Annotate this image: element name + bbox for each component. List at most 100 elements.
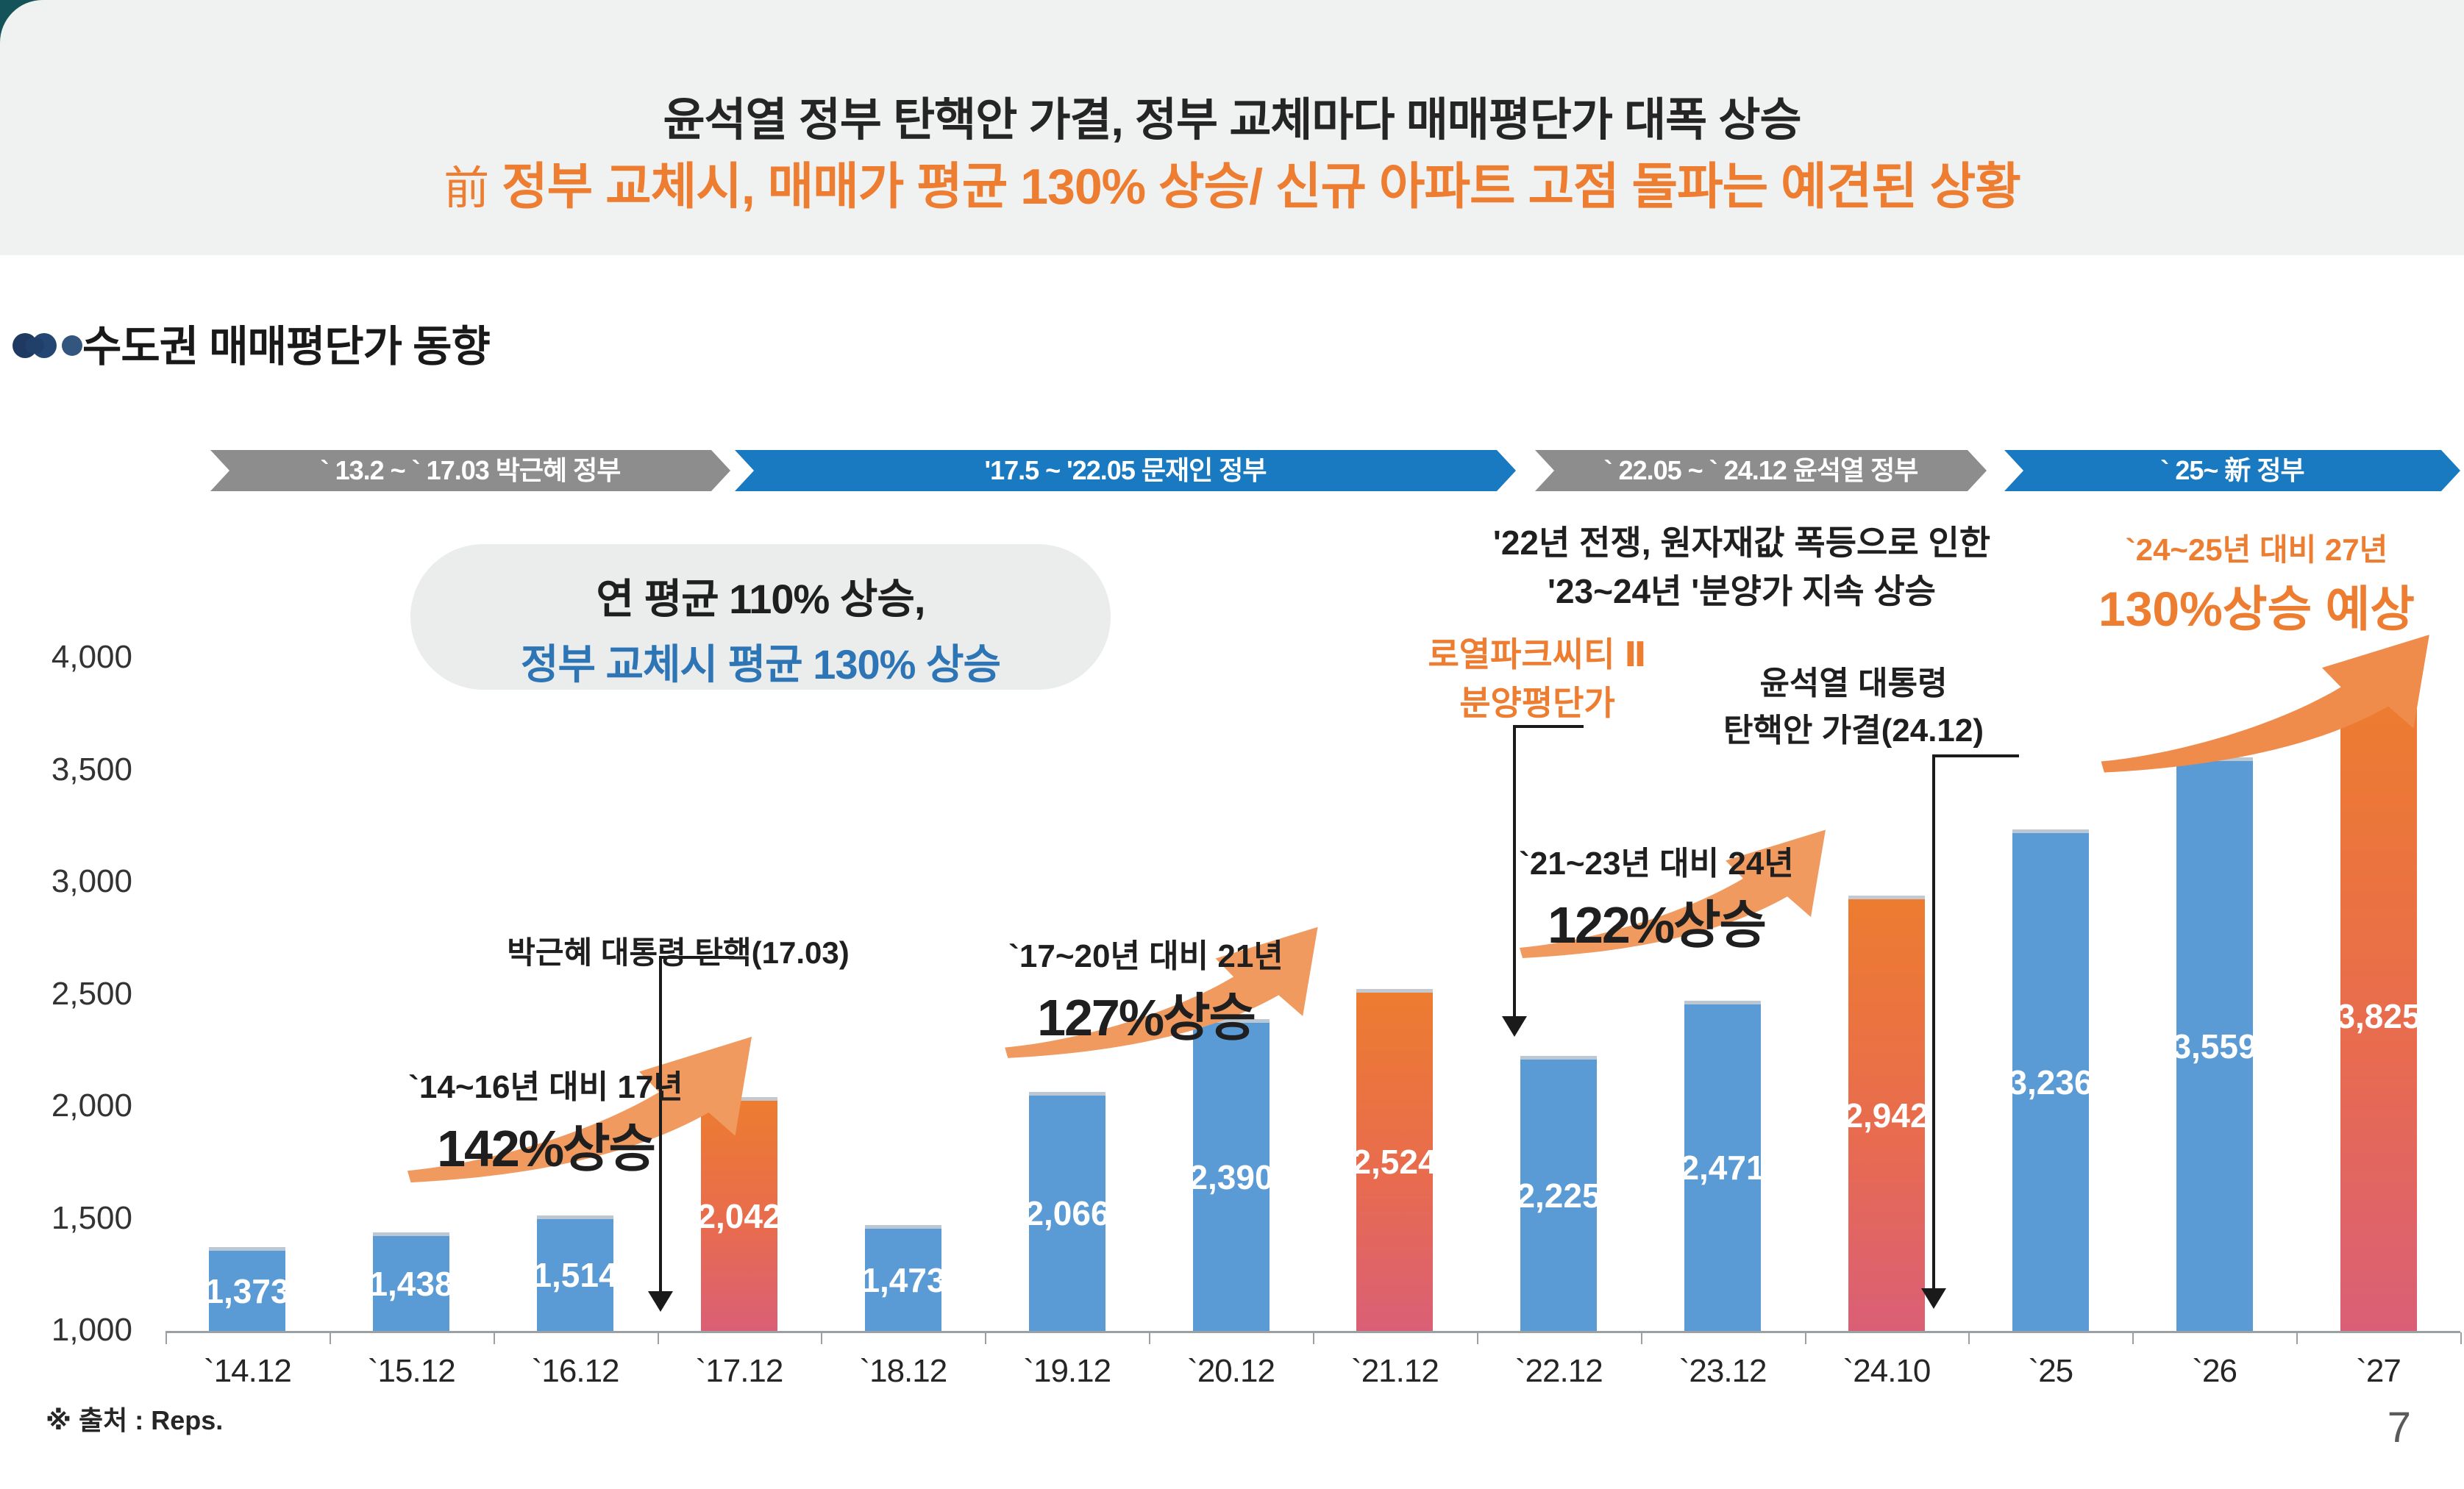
x-axis-label: `25 bbox=[2028, 1353, 2074, 1389]
bar: 2,942 bbox=[1844, 896, 1929, 1331]
y-axis-label: 3,000 bbox=[51, 863, 132, 899]
annotation-rise24: `21~23년 대비 24년 122%상승 bbox=[1519, 837, 1794, 958]
axis-tick bbox=[1641, 1332, 1642, 1344]
x-axis-label: `22.12 bbox=[1514, 1353, 1603, 1389]
annotation-rise21-line1: `17~20년 대비 21년 bbox=[1008, 938, 1283, 974]
axis-tick bbox=[1968, 1332, 1970, 1344]
bar: 2,225 bbox=[1516, 1056, 1601, 1331]
timeline-banner-yoon: ` 22.05 ~ ` 24.12 윤석열 정부 bbox=[1535, 450, 1987, 491]
annotation-war-line2: '23~24년 '분양가 지속 상승 bbox=[1548, 572, 1936, 610]
annotation-rise17-line1: `14~16년 대비 17년 bbox=[408, 1069, 683, 1105]
x-axis-label: `20.12 bbox=[1187, 1353, 1275, 1389]
summary-bubble: 연 평균 110% 상승, 정부 교체시 평균 130% 상승 bbox=[410, 544, 1111, 690]
park-arrow-head bbox=[648, 1291, 673, 1312]
annotation-park-impeach: 박근혜 대통령 탄핵(17.03) bbox=[507, 935, 850, 970]
annotation-yoon-line1: 윤석열 대통령 bbox=[1759, 665, 1948, 701]
slide-subtitle: 前 정부 교체시, 매매가 평균 130% 상승/ 신규 아파트 고점 돌파는 … bbox=[0, 146, 2464, 218]
bar-value-label: 1,514 bbox=[533, 1256, 618, 1294]
axis-tick bbox=[2460, 1332, 2462, 1344]
timeline-banner-new: ` 25~ 新 정부 bbox=[2004, 450, 2460, 491]
bar-value-label: 2,042 bbox=[697, 1196, 782, 1235]
yoon-arrow-line bbox=[1932, 754, 1935, 1290]
royalpark-arrow-head bbox=[1502, 1016, 1527, 1037]
rise-arrow-icon bbox=[407, 1036, 752, 1183]
axis-tick bbox=[2296, 1332, 2298, 1344]
park-arrow-line bbox=[659, 956, 662, 1293]
axis-tick bbox=[985, 1332, 986, 1344]
bar: 2,042 bbox=[697, 1097, 782, 1331]
bar: 1,514 bbox=[533, 1215, 618, 1331]
bar-value-label: 1,438 bbox=[368, 1264, 454, 1303]
y-axis-label: 3,500 bbox=[51, 751, 132, 788]
annotation-war-line1: '22년 전쟁, 원자재값 폭등으로 인한 bbox=[1492, 524, 1991, 562]
bubble-line1: 연 평균 110% 상승, bbox=[596, 576, 926, 622]
x-axis-label: `17.12 bbox=[695, 1353, 784, 1389]
bar: 2,524 bbox=[1352, 989, 1437, 1331]
header-band bbox=[0, 0, 2464, 255]
bar: 2,471 bbox=[1680, 1001, 1765, 1331]
royalpark-arrow-line bbox=[1513, 725, 1584, 728]
annotation-rise21-line2: 127%상승 bbox=[1037, 989, 1256, 1046]
annotation-royalpark-line2: 분양평단가 bbox=[1459, 684, 1615, 722]
bar: 2,390 bbox=[1189, 1019, 1274, 1331]
y-axis-label: 2,500 bbox=[51, 976, 132, 1012]
y-axis-label: 1,500 bbox=[51, 1200, 132, 1236]
x-axis-label: `24.10 bbox=[1842, 1353, 1931, 1389]
x-axis-line bbox=[165, 1331, 2460, 1333]
park-arrow-line bbox=[659, 956, 734, 959]
yoon-arrow-head bbox=[1921, 1288, 1946, 1309]
bar: 1,373 bbox=[204, 1247, 290, 1331]
axis-tick bbox=[165, 1332, 167, 1344]
annotation-rise24-line1: `21~23년 대비 24년 bbox=[1519, 846, 1794, 882]
axis-tick bbox=[1149, 1332, 1150, 1344]
annotation-forecast: `24~25년 대비 27년 130%상승 예상 bbox=[2098, 525, 2415, 640]
x-axis-label: `16.12 bbox=[531, 1353, 620, 1389]
annotation-royalpark-line1: 로열파크씨티 Ⅱ bbox=[1428, 635, 1647, 674]
axis-tick bbox=[330, 1332, 331, 1344]
annotation-rise24-line2: 122%상승 bbox=[1548, 896, 1767, 954]
timeline-banner-moon: '17.5 ~ '22.05 문재인 정부 bbox=[735, 450, 1516, 491]
bar-value-label: 1,373 bbox=[204, 1271, 290, 1310]
x-axis-label: `26 bbox=[2192, 1353, 2237, 1389]
yoon-arrow-line bbox=[1932, 754, 2019, 757]
bar: 3,559 bbox=[2172, 757, 2257, 1331]
annotation-yoon-impeach: 윤석열 대통령 탄핵안 가결(24.12) bbox=[1723, 657, 1984, 751]
bar: 1,438 bbox=[368, 1232, 454, 1331]
bar-value-label: 2,524 bbox=[1352, 1143, 1437, 1181]
bar-value-label: 1,473 bbox=[861, 1260, 946, 1299]
slide-title: 윤석열 정부 탄핵안 가결, 정부 교체마다 매매평단가 대폭 상승 bbox=[663, 95, 1801, 146]
bullet-icon bbox=[13, 333, 82, 358]
bar: 3,825 bbox=[2336, 697, 2421, 1331]
forecast-arrow-icon bbox=[2101, 635, 2429, 773]
annotation-rise21: `17~20년 대비 21년 127%상승 bbox=[1008, 929, 1283, 1051]
annotation-yoon-line2: 탄핵안 가결(24.12) bbox=[1723, 713, 1984, 749]
royalpark-arrow-line bbox=[1513, 725, 1516, 1018]
bar-value-label: 3,559 bbox=[2172, 1026, 2257, 1065]
axis-tick bbox=[1805, 1332, 1806, 1344]
bar: 3,236 bbox=[2008, 829, 2093, 1331]
annotation-forecast-line1: `24~25년 대비 27년 bbox=[2125, 532, 2388, 567]
x-axis-label: `14.12 bbox=[204, 1353, 292, 1389]
annotation-rise17: `14~16년 대비 17년 142%상승 bbox=[408, 1060, 683, 1182]
source-note: ※ 출처 : Reps. bbox=[46, 1405, 224, 1435]
y-axis-label: 2,000 bbox=[51, 1088, 132, 1124]
x-axis-label: `15.12 bbox=[367, 1353, 456, 1389]
axis-tick bbox=[2132, 1332, 2134, 1344]
rise-arrow-icon bbox=[1520, 829, 1826, 959]
annotation-forecast-line2: 130%상승 예상 bbox=[2098, 582, 2415, 636]
hanja-prefix: 前 bbox=[444, 164, 489, 214]
axis-tick bbox=[658, 1332, 659, 1344]
axis-tick bbox=[1313, 1332, 1314, 1344]
rise-arrow-icon bbox=[1005, 926, 1318, 1058]
section-title: 수도권 매매평단가 동향 bbox=[82, 323, 491, 371]
bar-value-label: 3,825 bbox=[2336, 996, 2421, 1035]
y-axis-label: 1,000 bbox=[51, 1312, 132, 1348]
y-axis-label: 4,000 bbox=[51, 639, 132, 675]
subtitle-text: 정부 교체시, 매매가 평균 130% 상승/ 신규 아파트 고점 돌파는 예견… bbox=[488, 159, 2021, 215]
axis-tick bbox=[821, 1332, 822, 1344]
axis-tick bbox=[494, 1332, 495, 1344]
annotation-royalpark: 로열파크씨티 Ⅱ 분양평단가 bbox=[1428, 628, 1646, 725]
x-axis-label: `27 bbox=[2356, 1353, 2401, 1389]
x-axis-label: `21.12 bbox=[1351, 1353, 1439, 1389]
